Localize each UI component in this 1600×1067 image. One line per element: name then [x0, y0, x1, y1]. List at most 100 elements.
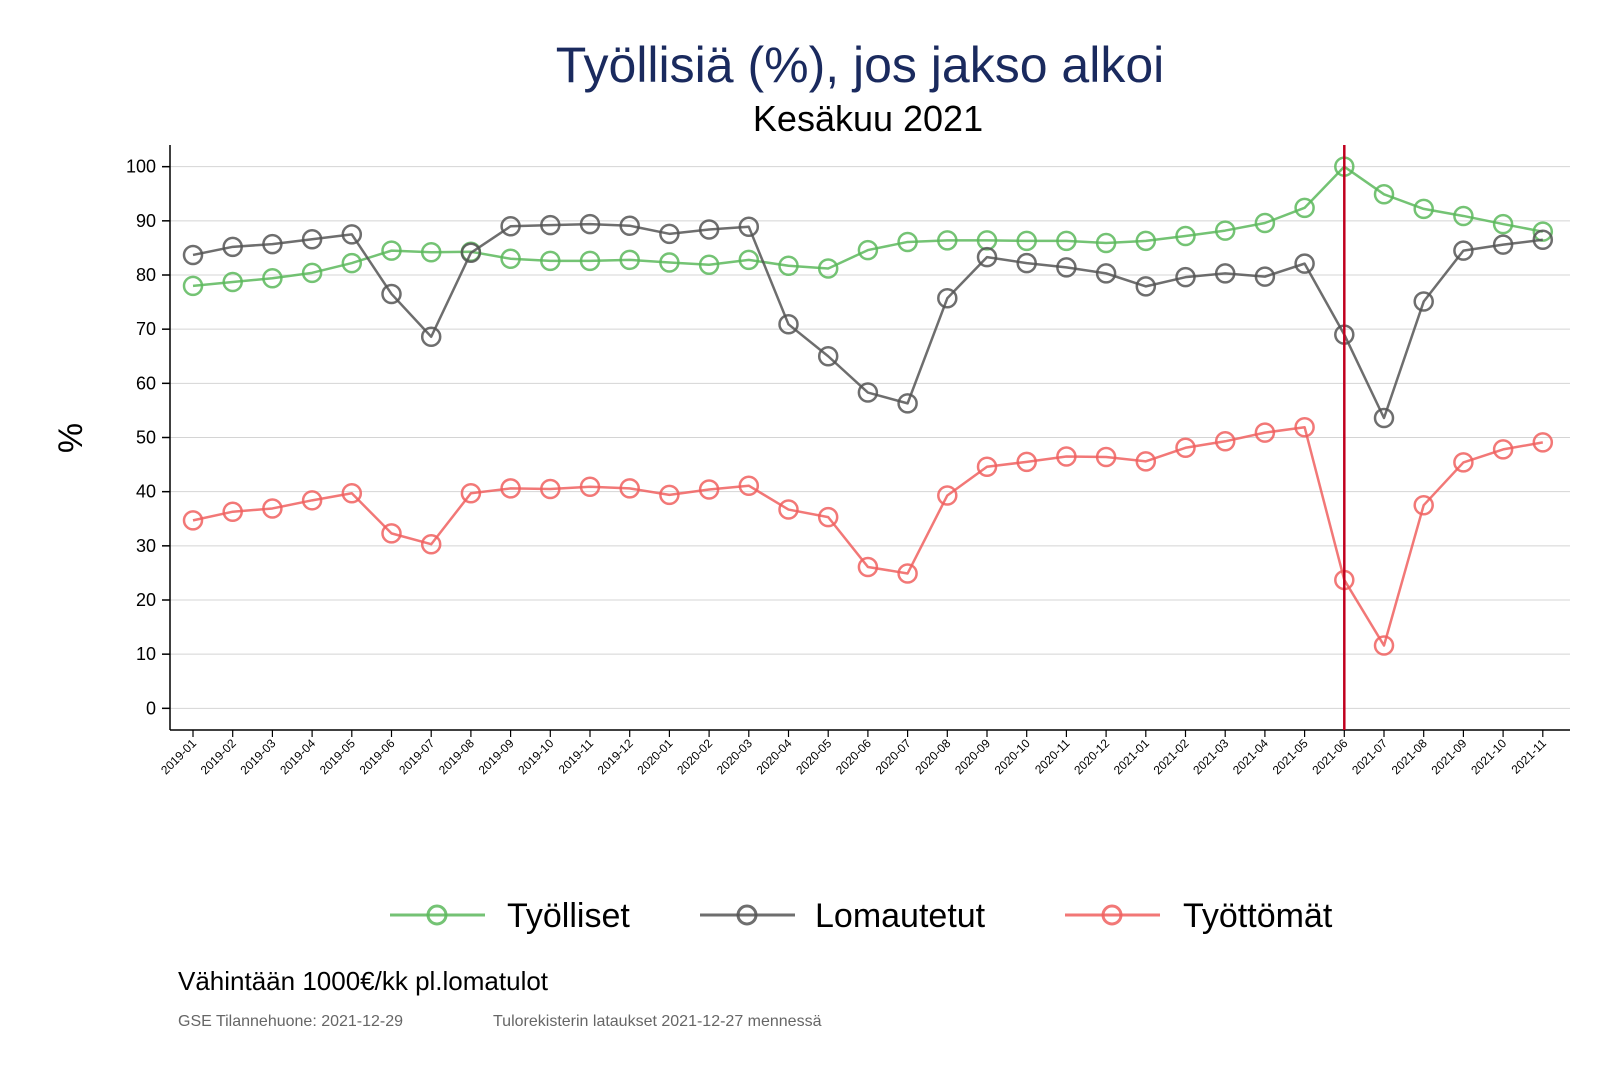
- data-point-Työttömät-2020-06: [857, 556, 879, 578]
- x-tick-label-2019-01: 2019-01: [158, 736, 199, 777]
- data-point-Työttömät-2021-08: [1413, 494, 1434, 516]
- data-point-Työttömät-2020-05: [817, 506, 839, 528]
- data-point-Työlliset-2019-11: [579, 250, 601, 272]
- x-tick-label-2019-05: 2019-05: [317, 736, 358, 777]
- x-tick-label-2019-03: 2019-03: [237, 736, 278, 777]
- legend-item-tyolliset: Työlliset: [390, 897, 630, 935]
- x-tick-label-2021-02: 2021-02: [1151, 736, 1192, 777]
- data-point-Lomautetut-2019-08: [460, 242, 482, 264]
- data-point-Työttömät-2020-11: [1056, 446, 1077, 467]
- series-Lomautetut: [182, 213, 1554, 429]
- data-point-Työlliset-2019-05: [341, 252, 363, 274]
- legend-marker-tyottomat: [1101, 904, 1123, 926]
- data-point-Lomautetut-2020-12: [1095, 263, 1117, 284]
- data-point-Työttömät-2019-12: [619, 478, 640, 499]
- data-point-Työttömät-2019-03: [262, 498, 283, 519]
- x-tick-label-2019-11: 2019-11: [556, 736, 597, 777]
- data-point-Työlliset-2019-03: [262, 268, 283, 289]
- x-tick-label-2021-10: 2021-10: [1468, 736, 1509, 777]
- data-point-Työttömät-2019-05: [341, 483, 363, 504]
- data-point-Työlliset-2019-12: [619, 249, 640, 271]
- data-point-Lomautetut-2020-01: [659, 223, 680, 245]
- legend: Työlliset Lomautetut Työttömät: [390, 897, 1333, 935]
- data-point-Työttömät-2020-10: [1016, 451, 1037, 473]
- data-point-Työlliset-2020-12: [1095, 232, 1117, 254]
- x-tick-label-2019-07: 2019-07: [396, 736, 437, 777]
- data-point-Työttömät-2019-09: [500, 478, 521, 499]
- data-point-Työlliset-2019-09: [500, 248, 521, 269]
- x-tick-label-2020-01: 2020-01: [634, 736, 675, 777]
- x-tick-label-2020-06: 2020-06: [833, 736, 874, 777]
- data-point-Työttömät-2020-02: [698, 479, 720, 500]
- chart-subtitle: Kesäkuu 2021: [753, 98, 983, 139]
- data-point-Työlliset-2020-11: [1056, 230, 1077, 252]
- legend-item-lomautetut: Lomautetut: [700, 897, 986, 935]
- series-layer: [182, 145, 1554, 730]
- data-point-Työttömät-2019-02: [222, 501, 243, 522]
- x-tick-label-2019-09: 2019-09: [476, 736, 517, 777]
- x-tick-label-2020-08: 2020-08: [912, 736, 953, 777]
- data-point-Työlliset-2019-02: [222, 271, 243, 293]
- data-point-Lomautetut-2019-11: [579, 213, 601, 235]
- data-point-Työlliset-2021-04: [1254, 212, 1276, 234]
- data-point-Työttömät-2019-01: [182, 510, 204, 531]
- data-point-Lomautetut-2019-03: [262, 233, 283, 255]
- data-point-Työttömät-2020-07: [897, 563, 918, 584]
- data-point-Työlliset-2021-01: [1135, 230, 1157, 252]
- data-point-Työttömät-2020-03: [738, 475, 760, 496]
- x-tick-label-2020-04: 2020-04: [754, 736, 795, 777]
- data-point-Lomautetut-2019-07: [420, 326, 442, 347]
- data-point-Työttömät-2019-08: [460, 483, 482, 504]
- data-point-Työttömät-2019-11: [579, 476, 601, 498]
- data-point-Lomautetut-2020-03: [738, 216, 760, 238]
- data-point-Lomautetut-2020-07: [897, 393, 918, 414]
- data-point-Työttömät-2020-09: [976, 456, 998, 477]
- data-point-Työlliset-2020-05: [817, 258, 839, 279]
- y-tick-label-40: 40: [136, 482, 156, 502]
- data-point-Työttömät-2021-05: [1294, 416, 1315, 438]
- data-point-Työlliset-2021-09: [1453, 205, 1474, 227]
- y-tick-label-70: 70: [136, 319, 156, 339]
- data-point-Työlliset-2020-03: [738, 249, 760, 271]
- legend-item-tyottomat: Työttömät: [1065, 897, 1333, 935]
- data-point-Työlliset-2021-05: [1294, 197, 1315, 219]
- x-tick-label-2020-09: 2020-09: [952, 736, 993, 777]
- x-tick-label-2020-12: 2020-12: [1071, 736, 1112, 777]
- data-point-Työttömät-2021-01: [1135, 451, 1157, 472]
- series-line-Työlliset: [192, 165, 1544, 288]
- data-point-Työlliset-2020-04: [778, 255, 799, 277]
- data-point-Työlliset-2019-06: [381, 240, 402, 261]
- data-point-Työlliset-2020-01: [659, 252, 680, 273]
- y-tick-label-100: 100: [126, 157, 156, 177]
- x-tick-label-2021-03: 2021-03: [1190, 736, 1231, 777]
- data-point-Työttömät-2021-07: [1373, 635, 1395, 656]
- y-tick-label-50: 50: [136, 428, 156, 448]
- data-point-Lomautetut-2021-07: [1373, 407, 1395, 429]
- data-point-Lomautetut-2020-05: [817, 346, 839, 367]
- data-point-Työlliset-2021-10: [1492, 213, 1514, 235]
- data-point-Lomautetut-2021-02: [1175, 266, 1196, 288]
- data-point-Lomautetut-2021-01: [1135, 276, 1157, 297]
- data-point-Työttömät-2021-10: [1492, 439, 1514, 460]
- data-point-Työlliset-2020-07: [897, 231, 918, 253]
- x-tick-label-2019-12: 2019-12: [595, 736, 636, 777]
- x-tick-label-2020-10: 2020-10: [992, 736, 1033, 777]
- data-point-Työttömät-2020-08: [937, 485, 958, 506]
- x-tick-label-2019-08: 2019-08: [436, 736, 477, 777]
- gridlines: [170, 166, 1570, 709]
- y-axis-label: %: [52, 423, 90, 453]
- data-point-Työlliset-2021-08: [1413, 198, 1434, 220]
- legend-marker-tyolliset: [426, 904, 448, 926]
- series-Työlliset: [182, 156, 1554, 297]
- data-point-Lomautetut-2019-10: [540, 214, 561, 236]
- x-tick-label-2019-02: 2019-02: [198, 736, 239, 777]
- series-Työttömät: [182, 416, 1554, 656]
- data-point-Lomautetut-2021-08: [1413, 291, 1434, 312]
- y-tick-label-0: 0: [146, 698, 156, 718]
- data-point-Lomautetut-2020-10: [1016, 252, 1037, 274]
- data-point-Työttömät-2020-01: [659, 484, 680, 506]
- legend-label-tyottomat: Työttömät: [1183, 897, 1333, 935]
- x-tick-label-2019-04: 2019-04: [277, 736, 318, 777]
- x-tick-label-2020-05: 2020-05: [793, 736, 834, 777]
- x-tick-label-2021-04: 2021-04: [1230, 736, 1271, 777]
